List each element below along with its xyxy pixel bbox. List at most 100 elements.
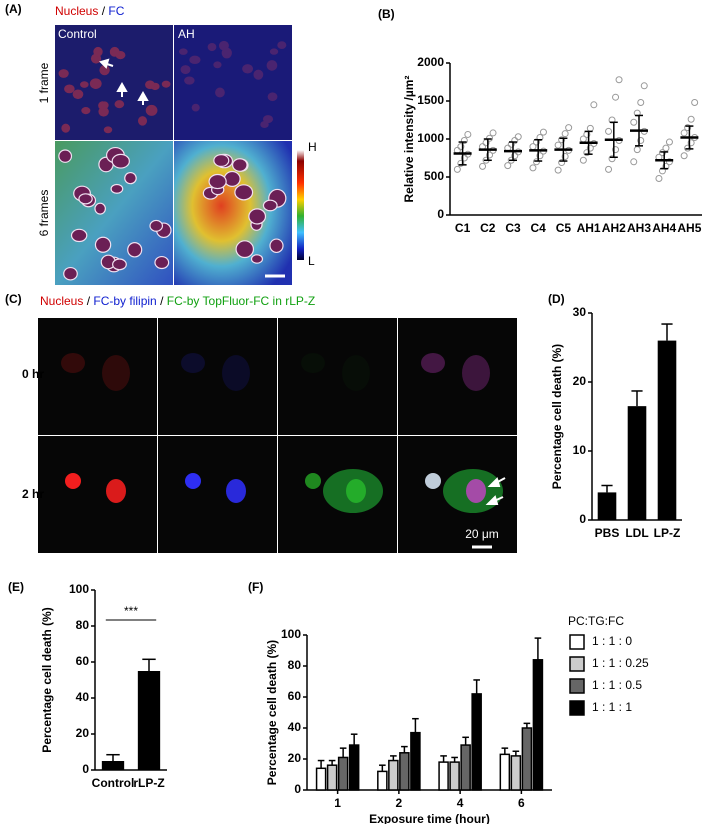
- nucleus: [58, 149, 73, 163]
- row-label: 1 frame: [37, 62, 51, 103]
- data-point: [684, 124, 692, 132]
- colorbar-label: L: [308, 254, 315, 268]
- nucleus: [213, 61, 222, 69]
- image-tile: [158, 318, 277, 435]
- nucleus: [64, 84, 75, 94]
- nucleus: [93, 46, 103, 57]
- color-bar: [297, 150, 304, 260]
- nucleus: [191, 103, 200, 112]
- image-tile: [38, 436, 157, 553]
- x-tick-label: rLP-Z: [133, 776, 164, 790]
- panel-label: (E): [8, 580, 24, 594]
- bar: [377, 770, 388, 791]
- nucleus: [180, 65, 191, 75]
- data-point: [539, 128, 547, 136]
- cell: [425, 473, 441, 489]
- nucleus: [235, 240, 255, 259]
- data-point: [612, 93, 620, 101]
- data-point: [637, 99, 645, 107]
- image-tile: [158, 436, 277, 553]
- nucleus: [78, 193, 93, 205]
- column-label: Control: [58, 27, 97, 41]
- x-tick-label: AH4: [652, 221, 676, 235]
- nucleus: [184, 76, 195, 85]
- y-axis-label: Percentage cell death (%): [40, 607, 54, 752]
- data-point: [486, 134, 494, 142]
- y-tick-label: 0: [437, 207, 444, 221]
- x-tick-label: Control: [92, 776, 135, 790]
- nucleus: [179, 48, 188, 55]
- legend-label: 1 : 1 : 0.5: [592, 678, 642, 692]
- bar: [315, 767, 327, 791]
- data-point: [489, 129, 497, 137]
- nucleus: [208, 173, 227, 190]
- bar: [471, 693, 482, 791]
- legend-swatch: [569, 700, 585, 716]
- y-tick-label: 80: [76, 618, 90, 632]
- nucleus: [124, 171, 137, 185]
- nucleus: [215, 87, 225, 98]
- cell: [185, 473, 201, 489]
- panel-label: (B): [378, 7, 395, 21]
- data-point: [579, 156, 587, 164]
- data-point: [662, 144, 670, 152]
- data-point: [637, 137, 645, 145]
- data-point: [655, 175, 663, 183]
- y-tick-label: 500: [424, 169, 444, 183]
- x-tick-label: LP-Z: [654, 526, 681, 540]
- bar: [532, 659, 544, 791]
- nucleus: [218, 40, 229, 51]
- bar: [460, 744, 471, 791]
- y-tick-label: 0: [579, 512, 586, 526]
- data-point: [586, 144, 594, 152]
- data-point: [590, 101, 598, 109]
- data-point: [514, 133, 522, 141]
- nucleus: [242, 64, 254, 74]
- data-point: [511, 137, 519, 145]
- bar: [627, 406, 647, 520]
- cell: [346, 479, 366, 503]
- bar: [410, 731, 421, 791]
- data-point: [665, 138, 673, 146]
- nucleus: [250, 254, 264, 264]
- x-tick-label: 6: [518, 796, 525, 810]
- nucleus: [109, 46, 120, 57]
- data-point: [486, 151, 494, 159]
- bar: [510, 755, 522, 791]
- y-tick-label: 60: [288, 689, 302, 703]
- y-tick-label: 100: [281, 627, 301, 641]
- data-point: [460, 154, 468, 162]
- title-part: /: [83, 294, 93, 308]
- panel-label: (F): [248, 580, 263, 594]
- scale-label: 20 μm: [465, 527, 499, 541]
- y-tick-label: 40: [288, 720, 302, 734]
- data-point: [457, 159, 465, 167]
- data-point: [615, 76, 623, 84]
- data-point: [630, 118, 638, 126]
- nucleus: [161, 80, 171, 88]
- nucleus: [253, 69, 264, 80]
- row-label: 0 hr: [22, 367, 44, 381]
- bar: [101, 761, 125, 770]
- cell: [342, 355, 370, 391]
- data-point: [453, 165, 461, 173]
- bar: [399, 752, 410, 791]
- data-point: [561, 152, 569, 160]
- cell: [466, 479, 486, 503]
- x-tick-label: PBS: [595, 526, 620, 540]
- bar: [438, 761, 449, 791]
- y-tick-label: 20: [573, 374, 587, 388]
- title-part: /: [98, 4, 108, 18]
- bar: [388, 759, 399, 791]
- x-axis-label: Exposure time (hour): [369, 812, 490, 824]
- x-tick-label: C3: [505, 221, 521, 235]
- arrows: [99, 58, 149, 105]
- image-tile: [55, 25, 173, 140]
- data-point: [482, 139, 490, 147]
- nucleus: [248, 208, 267, 225]
- nucleus: [98, 101, 108, 110]
- data-point: [479, 162, 487, 170]
- row-label: 2 hr: [22, 487, 44, 501]
- data-point: [554, 141, 562, 149]
- image-tile: [278, 318, 397, 435]
